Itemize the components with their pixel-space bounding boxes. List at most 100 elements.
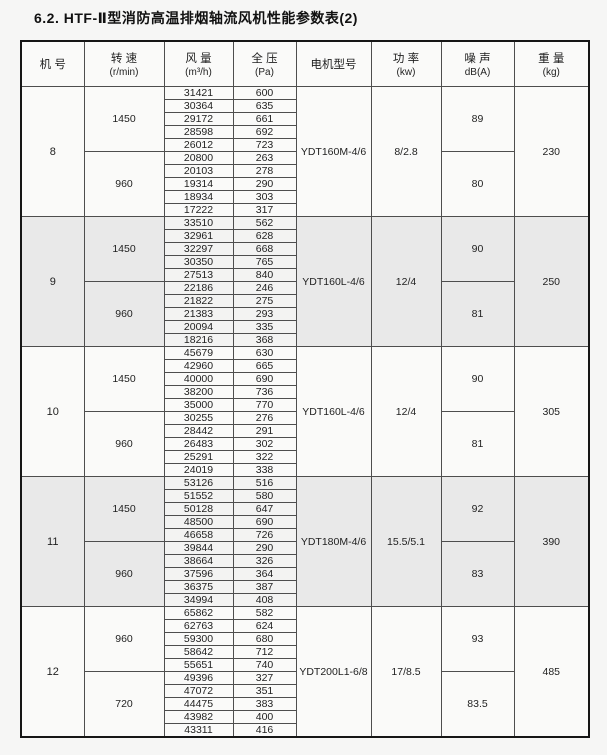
pressure-cell: 723 xyxy=(232,138,297,152)
header-motor-model: 电机型号 xyxy=(295,40,372,87)
speed-cell: 960 xyxy=(83,606,165,672)
power-cell: 12/4 xyxy=(370,216,442,347)
header-airflow: 风 量 (m³/h) xyxy=(163,40,234,87)
pressure-cell: 335 xyxy=(232,320,297,334)
machine-no-cell: 9 xyxy=(20,216,85,347)
airflow-cell: 20800 xyxy=(163,151,234,165)
pressure-cell: 416 xyxy=(232,723,297,738)
pressure-cell: 726 xyxy=(232,528,297,542)
airflow-cell: 21822 xyxy=(163,294,234,308)
pressure-cell: 690 xyxy=(232,372,297,386)
pressure-cell: 327 xyxy=(232,671,297,685)
pressure-cell: 276 xyxy=(232,411,297,425)
table-row: 32297 668 xyxy=(21,242,589,256)
motor-model-cell: YDT160M-4/6 xyxy=(295,86,372,217)
motor-model-cell: YDT160L-4/6 xyxy=(295,216,372,347)
airflow-cell: 20094 xyxy=(163,320,234,334)
weight-cell: 230 xyxy=(513,86,590,217)
pressure-cell: 338 xyxy=(232,463,297,477)
pressure-cell: 765 xyxy=(232,255,297,269)
noise-cell: 83 xyxy=(440,541,515,607)
table-row: 48500 690 xyxy=(21,515,589,529)
table-row: 19314 290 xyxy=(21,177,589,191)
airflow-cell: 55651 xyxy=(163,658,234,672)
airflow-cell: 32961 xyxy=(163,229,234,243)
pressure-cell: 302 xyxy=(232,437,297,451)
table-row: 9 1450 33510 562 YDT160L-4/6 12/4 90 250 xyxy=(20,216,590,347)
pressure-cell: 562 xyxy=(232,216,297,230)
table-row: 34994 408 xyxy=(21,593,589,607)
airflow-cell: 43311 xyxy=(163,723,234,738)
pressure-cell: 647 xyxy=(232,502,297,516)
table-row: 47072 351 xyxy=(21,684,589,698)
airflow-cell: 53126 xyxy=(163,476,234,490)
machine-no-cell: 8 xyxy=(20,86,85,217)
table-row: 37596 364 xyxy=(21,567,589,581)
table-row: 26012 723 xyxy=(21,138,589,152)
weight-cell: 390 xyxy=(513,476,590,607)
pressure-cell: 351 xyxy=(232,684,297,698)
speed-cell: 1450 xyxy=(83,346,165,412)
speed-cell: 960 xyxy=(83,281,165,347)
airflow-cell: 28442 xyxy=(163,424,234,438)
weight-cell: 305 xyxy=(513,346,590,477)
airflow-cell: 65862 xyxy=(163,606,234,620)
table-row: 40000 690 xyxy=(21,372,589,386)
speed-cell: 960 xyxy=(83,541,165,607)
airflow-cell: 49396 xyxy=(163,671,234,685)
airflow-cell: 27513 xyxy=(163,268,234,282)
airflow-cell: 34994 xyxy=(163,593,234,607)
airflow-cell: 51552 xyxy=(163,489,234,503)
airflow-cell: 26012 xyxy=(163,138,234,152)
airflow-cell: 42960 xyxy=(163,359,234,373)
speed-cell: 1450 xyxy=(83,476,165,542)
header-power: 功 率 (kw) xyxy=(370,40,442,87)
pressure-cell: 690 xyxy=(232,515,297,529)
speed-cell: 1450 xyxy=(83,86,165,152)
airflow-cell: 46658 xyxy=(163,528,234,542)
power-cell: 15.5/5.1 xyxy=(370,476,442,607)
pressure-cell: 600 xyxy=(232,86,297,100)
noise-cell: 93 xyxy=(440,606,515,672)
header-row: 机 号 转 速 (r/min) 风 量 (m³/h) 全 压 (Pa) 电机型号 功 … xyxy=(20,40,590,87)
machine-no-cell: 11 xyxy=(20,476,85,607)
table-row: 21822 275 xyxy=(21,294,589,308)
table-row: 42960 665 xyxy=(21,359,589,373)
table-row: 25291 322 xyxy=(21,450,589,464)
speed-cell: 960 xyxy=(83,151,165,217)
pressure-cell: 275 xyxy=(232,294,297,308)
table-row: 58642 712 xyxy=(21,645,589,659)
airflow-cell: 22186 xyxy=(163,281,234,295)
pressure-cell: 383 xyxy=(232,697,297,711)
airflow-cell: 59300 xyxy=(163,632,234,646)
pressure-cell: 246 xyxy=(232,281,297,295)
pressure-cell: 665 xyxy=(232,359,297,373)
power-cell: 17/8.5 xyxy=(370,606,442,738)
table-row: 12 960 65862 582 YDT200L1-6/8 17/8.5 93 … xyxy=(20,606,590,738)
speed-cell: 1450 xyxy=(83,216,165,282)
pressure-cell: 290 xyxy=(232,177,297,191)
airflow-cell: 28598 xyxy=(163,125,234,139)
airflow-cell: 50128 xyxy=(163,502,234,516)
table-row: 960 20800 263 80 xyxy=(21,151,589,217)
pressure-cell: 516 xyxy=(232,476,297,490)
pressure-cell: 290 xyxy=(232,541,297,555)
pressure-cell: 303 xyxy=(232,190,297,204)
airflow-cell: 33510 xyxy=(163,216,234,230)
table-row: 43982 400 xyxy=(21,710,589,724)
table-row: 46658 726 xyxy=(21,528,589,542)
table-row: 8 1450 31421 600 YDT160M-4/6 8/2.8 89 23… xyxy=(20,86,590,217)
pressure-cell: 291 xyxy=(232,424,297,438)
pressure-cell: 624 xyxy=(232,619,297,633)
airflow-cell: 30364 xyxy=(163,99,234,113)
airflow-cell: 30255 xyxy=(163,411,234,425)
pressure-cell: 840 xyxy=(232,268,297,282)
airflow-cell: 37596 xyxy=(163,567,234,581)
airflow-cell: 19314 xyxy=(163,177,234,191)
table-row: 36375 387 xyxy=(21,580,589,594)
airflow-cell: 58642 xyxy=(163,645,234,659)
table-row: 62763 624 xyxy=(21,619,589,633)
pressure-cell: 387 xyxy=(232,580,297,594)
table-row: 960 39844 290 83 xyxy=(21,541,589,607)
pressure-cell: 263 xyxy=(232,151,297,165)
